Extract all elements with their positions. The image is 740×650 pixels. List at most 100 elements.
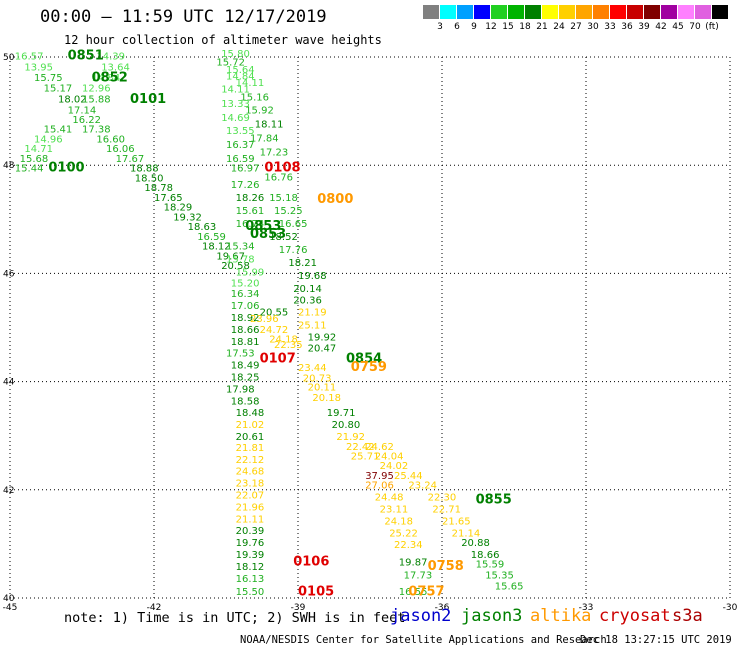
swh-label: 16.22 — [72, 115, 101, 126]
x-tick-label: -45 — [3, 603, 18, 613]
legend-swatch — [508, 5, 525, 19]
swh-label: 16.06 — [106, 144, 135, 155]
legend-swatch — [423, 5, 440, 19]
swh-label: 15.80 — [221, 49, 250, 60]
swh-label: 21.81 — [236, 443, 265, 454]
swh-label: 15.50 — [236, 587, 265, 598]
swh-label: 18.12 — [202, 242, 231, 253]
legend-label: 45 — [672, 22, 684, 32]
swh-label: 15.99 — [236, 268, 265, 279]
swh-label: 18.29 — [164, 203, 193, 214]
time-label: 0855 — [476, 492, 512, 507]
swh-label: 18.02 — [58, 94, 87, 105]
swh-label: 18.66 — [471, 550, 500, 561]
swh-label: 25.11 — [298, 321, 327, 332]
swh-label: 17.06 — [231, 301, 260, 312]
swh-label: 22.71 — [432, 505, 461, 516]
swh-label: 22.35 — [274, 340, 303, 351]
swh-label: 24.48 — [375, 493, 404, 504]
swh-label: 23.11 — [380, 505, 409, 516]
swh-label: 18.50 — [135, 173, 164, 184]
swh-label: 37.95 — [365, 471, 394, 482]
swh-label: 16.59 — [197, 232, 226, 243]
legend-label: 30 — [587, 22, 599, 32]
swh-label: 21.92 — [336, 432, 365, 443]
swh-label: 16.60 — [96, 134, 125, 145]
legend-label: 21 — [536, 22, 548, 32]
swh-label: 18.92 — [231, 313, 260, 324]
swh-label: 15.72 — [216, 58, 245, 69]
swh-label: 17.73 — [404, 571, 433, 582]
legend-swatch — [491, 5, 508, 19]
swh-label: 14.11 — [236, 78, 265, 89]
swh-label: 15.88 — [82, 94, 111, 105]
time-label: 0100 — [48, 161, 84, 176]
x-tick-label: -42 — [147, 603, 162, 613]
swh-label: 13.64 — [101, 63, 130, 74]
swh-label: 16.37 — [226, 140, 255, 151]
swh-label: 17.14 — [68, 105, 97, 116]
swh-label: 23.24 — [408, 481, 437, 492]
legend-swatch — [593, 5, 610, 19]
legend-label: 15 — [502, 22, 514, 32]
swh-label: 15.20 — [231, 278, 260, 289]
swh-label: 19.71 — [327, 408, 356, 419]
legend-swatch — [559, 5, 576, 19]
swh-label: 18.52 — [269, 232, 298, 243]
chart-subtitle: 12 hour collection of altimeter wave hei… — [64, 33, 382, 47]
credit-line: NOAA/NESDIS Center for Satellite Applica… — [240, 634, 607, 646]
swh-label: 15.17 — [44, 84, 73, 95]
swh-label: 23.96 — [250, 314, 279, 325]
swh-label: 18.58 — [231, 396, 260, 407]
swh-label: 14.39 — [96, 52, 125, 63]
legend-swatch — [576, 5, 593, 19]
swh-label: 15.61 — [236, 206, 265, 217]
legend-swatch — [695, 5, 712, 19]
swh-label: 15.44 — [15, 164, 44, 175]
swh-label: 25.71 — [351, 452, 380, 463]
legend-label: 27 — [570, 22, 582, 32]
swh-label: 24.02 — [380, 461, 409, 472]
swh-label: 13.33 — [221, 99, 250, 110]
time-label: 0106 — [293, 555, 329, 570]
swh-label: 18.66 — [231, 325, 260, 336]
legend-swatch — [678, 5, 695, 19]
swh-label: 20.58 — [221, 261, 250, 272]
swh-label: 21.65 — [442, 516, 471, 527]
swh-label: 15.75 — [34, 73, 63, 84]
legend-label: 9 — [471, 22, 477, 32]
swh-label: 20.11 — [308, 382, 337, 393]
legend-label: 39 — [638, 22, 650, 32]
legend-label: 24 — [553, 22, 565, 32]
x-tick-label: -39 — [291, 603, 306, 613]
x-tick-label: -30 — [723, 603, 738, 613]
time-label: 0108 — [264, 161, 300, 176]
swh-label: 21.19 — [298, 308, 327, 319]
legend-label: 3 — [437, 22, 443, 32]
time-label: 0107 — [260, 352, 296, 367]
swh-label: 14.96 — [34, 134, 63, 145]
swh-label: 17.65 — [154, 193, 183, 204]
swh-label: 20.47 — [308, 343, 337, 354]
legend-swatch — [457, 5, 474, 19]
swh-label: 25.44 — [394, 471, 423, 482]
swh-label: 22.34 — [394, 540, 423, 551]
swh-label: 18.25 — [231, 373, 260, 384]
swh-label: 17.98 — [226, 384, 255, 395]
swh-label: 15.59 — [476, 560, 505, 571]
swh-label: 16.76 — [264, 172, 293, 183]
y-tick-label: 42 — [3, 486, 14, 496]
legend-swatch — [644, 5, 661, 19]
legend-label: 12 — [485, 22, 497, 32]
swh-label: 18.48 — [236, 408, 265, 419]
time-label: 0101 — [130, 92, 166, 107]
swh-label: 24.04 — [375, 452, 404, 463]
swh-label: 19.87 — [399, 558, 428, 569]
swh-label: 18.78 — [144, 183, 173, 194]
time-label: 0854 — [346, 352, 382, 367]
swh-label: 16.13 — [236, 574, 265, 585]
satellite-altika: altika — [530, 606, 592, 626]
swh-label: 15.78 — [226, 255, 255, 266]
legend-swatch — [712, 5, 729, 19]
